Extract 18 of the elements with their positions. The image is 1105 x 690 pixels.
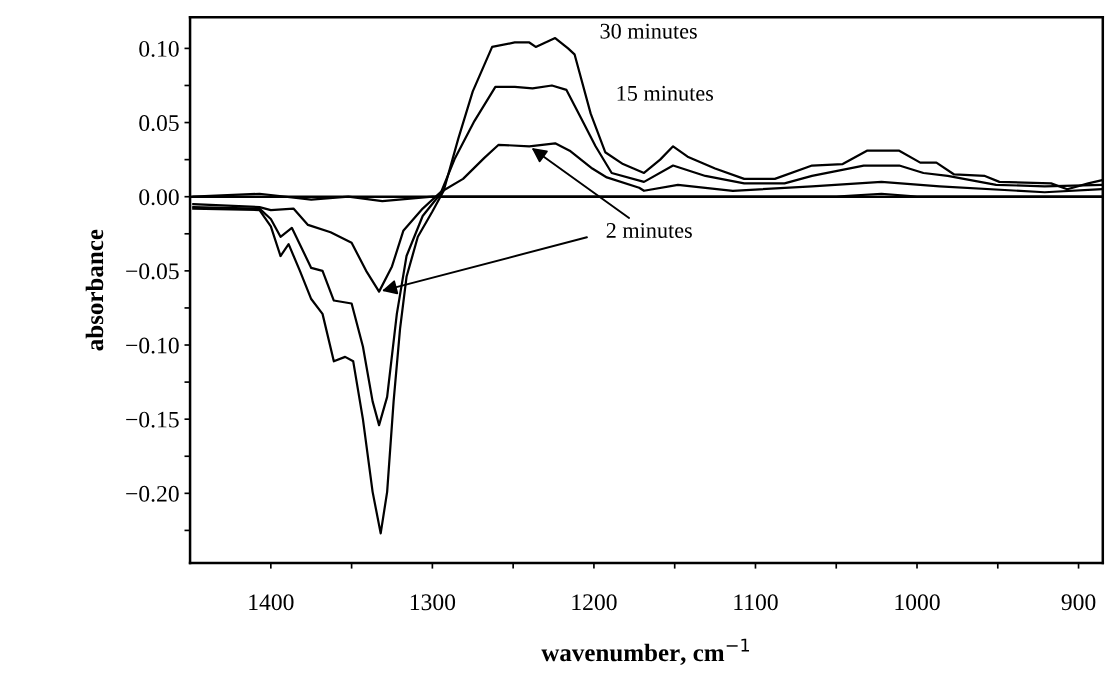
x-tick-label: 900 [1061,594,1096,611]
annotation: 2 minutes [606,223,692,238]
y-tick-label: −0.10 [126,337,179,354]
x-axis-title: wavenumber, cm$^{−1}$ [541,638,750,665]
annotation: 15 minutes [617,85,714,101]
x-tick-label: 1100 [734,594,778,611]
x-tick-label: 1000 [895,594,940,611]
x-tick-label: 1200 [572,594,617,611]
y-tick-label: 0.05 [139,115,179,132]
y-axis-title: absorbance [85,229,104,351]
y-tick-label: −0.15 [126,411,179,428]
y-tick-label: −0.20 [126,485,179,502]
y-tick-label: −0.05 [126,263,179,280]
y-tick-label: 0.10 [139,40,179,57]
x-tick-label: 1400 [249,594,294,611]
annotation: 30 minutes [600,23,697,39]
x-tick-label: 1300 [410,594,456,611]
y-tick-label: 0.00 [139,189,179,206]
